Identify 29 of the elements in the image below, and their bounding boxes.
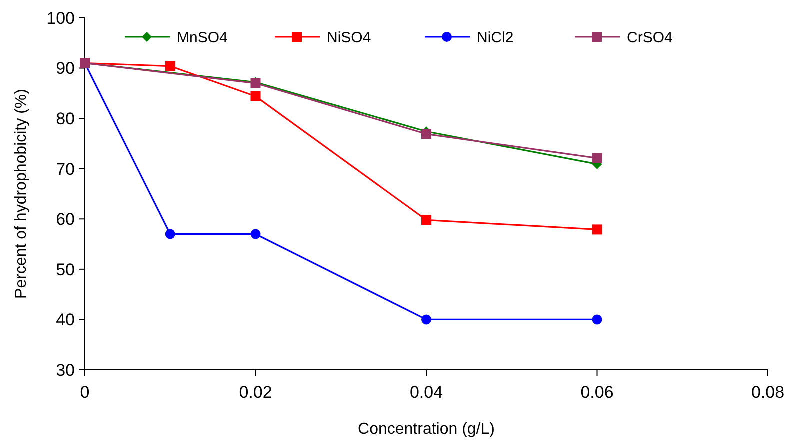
y-tick-label: 100 bbox=[46, 8, 75, 28]
x-tick-label: 0.02 bbox=[239, 383, 272, 402]
y-tick-label: 50 bbox=[56, 260, 75, 280]
legend-label: NiSO4 bbox=[327, 29, 372, 46]
y-tick-label: 70 bbox=[56, 160, 75, 179]
point bbox=[422, 129, 432, 140]
legend-label: CrSO4 bbox=[627, 29, 673, 46]
point bbox=[422, 215, 432, 226]
legend-label: MnSO4 bbox=[177, 29, 228, 46]
x-tick-label: 0.04 bbox=[410, 383, 444, 402]
y-tick-label: 60 bbox=[56, 210, 75, 230]
point bbox=[592, 224, 602, 235]
y-axis-title: Percent of hydrophobicity (%) bbox=[13, 89, 30, 299]
y-tick-label: 40 bbox=[56, 310, 75, 330]
y-tick-label: 80 bbox=[56, 110, 75, 129]
point bbox=[165, 229, 176, 240]
point bbox=[422, 314, 432, 325]
point bbox=[165, 61, 176, 72]
y-tick-label: 30 bbox=[56, 360, 75, 380]
legend-label: NiCl2 bbox=[477, 29, 514, 46]
point bbox=[592, 314, 602, 325]
x-tick-label: 0.06 bbox=[580, 383, 614, 402]
point bbox=[592, 153, 602, 164]
point bbox=[250, 91, 261, 102]
x-axis-title: Concentration (g/L) bbox=[358, 421, 495, 438]
y-tick-label: 90 bbox=[56, 59, 75, 78]
x-tick-label: 0.08 bbox=[751, 383, 785, 402]
point bbox=[250, 229, 261, 240]
x-tick-label: 0 bbox=[80, 383, 90, 402]
